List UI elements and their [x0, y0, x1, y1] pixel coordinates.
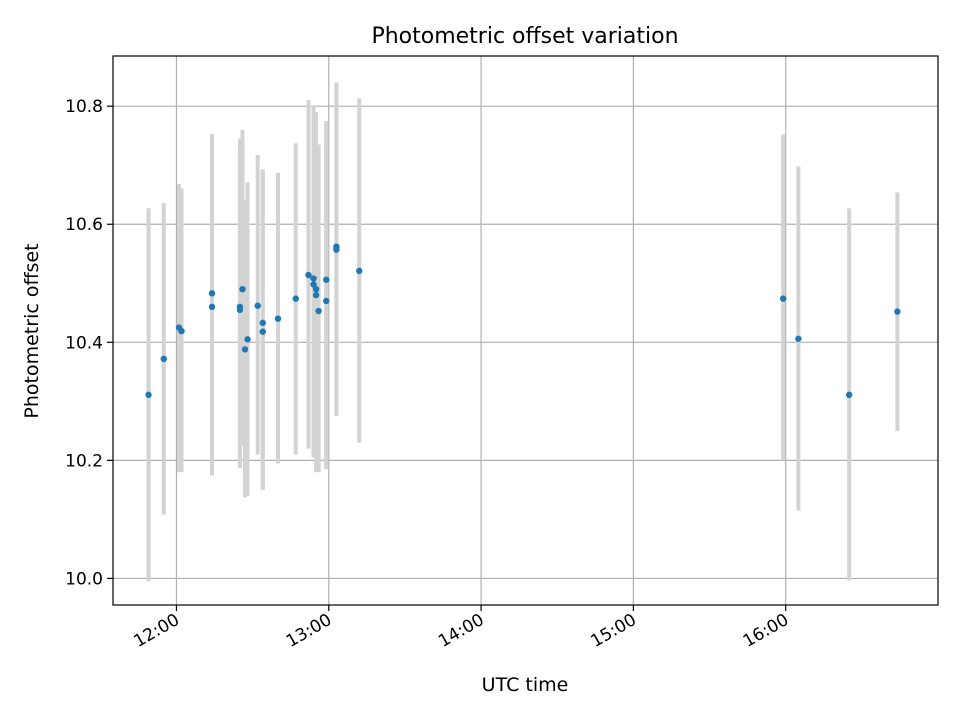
data-point — [254, 302, 261, 309]
data-point — [274, 315, 282, 322]
y-tick-label: 10.6 — [65, 215, 103, 235]
data-point — [312, 285, 320, 293]
data-point — [241, 346, 249, 353]
data-point — [145, 391, 152, 399]
x-axis-label: UTC time — [482, 674, 569, 696]
data-point — [178, 327, 185, 335]
data-point — [323, 297, 330, 305]
data-point — [894, 308, 901, 315]
data-point — [259, 319, 266, 327]
data-point — [208, 290, 216, 297]
x-tick-label: 12:00 — [131, 610, 183, 652]
data-points — [145, 243, 901, 399]
data-point — [323, 276, 330, 283]
data-point — [236, 306, 244, 314]
x-tick-label: 15:00 — [587, 610, 639, 652]
data-point — [310, 281, 317, 288]
x-tick-label: 13:00 — [283, 610, 335, 652]
x-tick-label: 14:00 — [435, 610, 487, 652]
data-point — [208, 303, 216, 311]
data-point — [333, 246, 340, 253]
y-axis-label: Photometric offset — [21, 243, 43, 418]
data-point — [795, 335, 802, 342]
data-point — [160, 355, 167, 363]
y-tick-label: 10.4 — [65, 333, 103, 353]
plot-frame — [112, 55, 939, 606]
data-point — [845, 391, 853, 399]
data-point — [239, 285, 246, 293]
data-point — [310, 275, 317, 282]
y-tick-label: 10.8 — [65, 97, 103, 117]
axis-ticks: 12:00 13:00 14:00 15:00 16:00 10.0 10.2 10.4 10.… — [65, 97, 792, 652]
data-point — [292, 295, 299, 302]
y-tick-label: 10.0 — [65, 569, 103, 589]
data-point — [315, 307, 322, 315]
data-point — [305, 271, 312, 279]
x-tick-label: 16:00 — [740, 610, 792, 652]
y-tick-label: 10.2 — [65, 451, 103, 471]
data-point — [244, 336, 251, 343]
data-point — [259, 328, 266, 335]
grid — [113, 56, 938, 605]
data-point — [779, 295, 787, 302]
data-point — [312, 291, 320, 299]
data-point — [356, 267, 363, 275]
chart-title: Photometric offset variation — [371, 24, 678, 49]
